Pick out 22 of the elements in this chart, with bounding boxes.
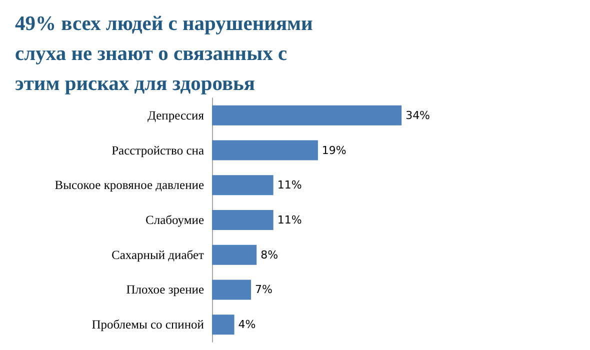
y-tick-label: Плохое зрение: [126, 282, 204, 297]
y-tick-label: Проблемы со спиной: [92, 318, 204, 332]
y-tick-label: Слабоумие: [146, 213, 204, 227]
bar: [212, 280, 252, 300]
data-label: 8%: [260, 248, 278, 262]
bar: [212, 105, 402, 126]
data-label: 7%: [255, 283, 272, 296]
y-tick-label: Депрессия: [147, 108, 204, 122]
bar: [212, 244, 257, 265]
data-label: 11%: [277, 178, 302, 192]
y-tick-label: Сахарный диабет: [112, 248, 205, 262]
data-label: 34%: [406, 108, 430, 122]
bar: [212, 314, 234, 335]
bar: [212, 175, 274, 196]
data-label: 19%: [322, 144, 346, 157]
chart-title: 49% всех людей с нарушениями слуха не знают о связанных с этим рисках для здоровья: [15, 13, 318, 95]
data-label: 4%: [238, 318, 256, 332]
bar: [212, 210, 274, 230]
bar: [212, 140, 318, 160]
y-tick-label: Расстройство сна: [112, 143, 204, 158]
data-label: 11%: [277, 214, 302, 226]
y-tick-label: Высокое кровяное давление: [54, 178, 204, 192]
